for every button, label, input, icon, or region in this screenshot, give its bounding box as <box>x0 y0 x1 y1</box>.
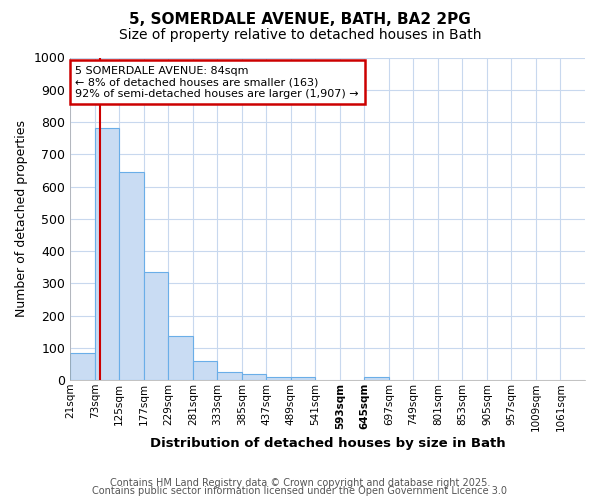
Bar <box>95 128 119 380</box>
Text: Contains public sector information licensed under the Open Government Licence 3.: Contains public sector information licen… <box>92 486 508 496</box>
Bar <box>242 374 266 380</box>
Text: Size of property relative to detached houses in Bath: Size of property relative to detached ho… <box>119 28 481 42</box>
Bar <box>291 378 316 380</box>
Bar <box>169 336 193 380</box>
Text: Contains HM Land Registry data © Crown copyright and database right 2025.: Contains HM Land Registry data © Crown c… <box>110 478 490 488</box>
X-axis label: Distribution of detached houses by size in Bath: Distribution of detached houses by size … <box>150 437 505 450</box>
Bar <box>70 352 95 380</box>
Bar <box>266 377 291 380</box>
Y-axis label: Number of detached properties: Number of detached properties <box>15 120 28 318</box>
Bar <box>217 372 242 380</box>
Bar <box>364 377 389 380</box>
Text: 5 SOMERDALE AVENUE: 84sqm
← 8% of detached houses are smaller (163)
92% of semi-: 5 SOMERDALE AVENUE: 84sqm ← 8% of detach… <box>76 66 359 99</box>
Bar <box>144 272 169 380</box>
Text: 5, SOMERDALE AVENUE, BATH, BA2 2PG: 5, SOMERDALE AVENUE, BATH, BA2 2PG <box>129 12 471 28</box>
Bar <box>119 172 144 380</box>
Bar <box>193 360 217 380</box>
